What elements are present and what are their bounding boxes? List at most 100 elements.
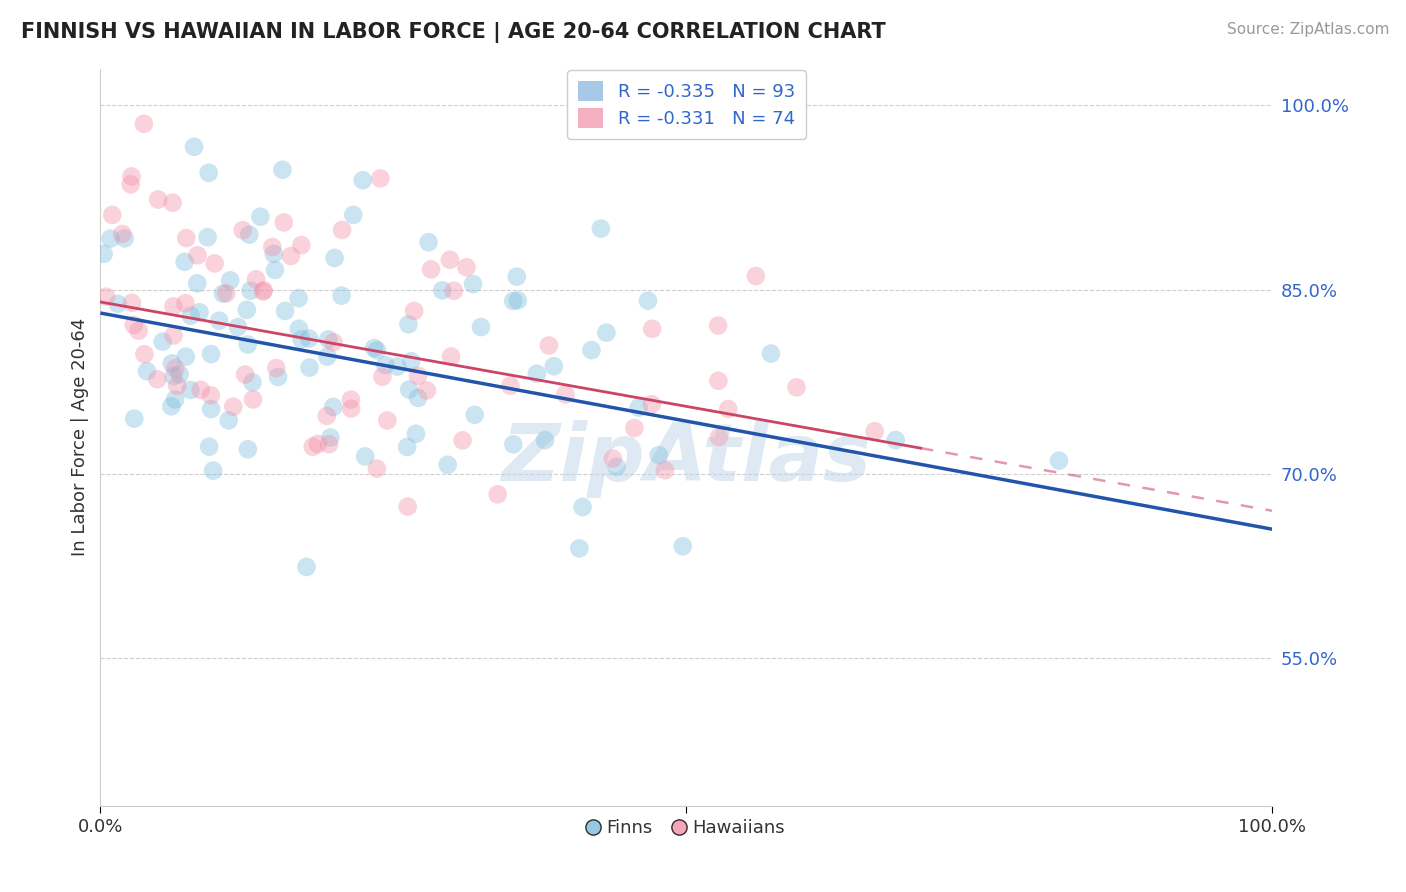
- Point: [316, 350, 339, 364]
- Point: [623, 421, 645, 435]
- Point: [242, 376, 264, 390]
- Point: [641, 397, 664, 411]
- Point: [554, 387, 576, 401]
- Point: [183, 140, 205, 154]
- Point: [440, 350, 463, 364]
- Point: [202, 464, 225, 478]
- Point: [581, 343, 603, 358]
- Point: [264, 263, 287, 277]
- Point: [627, 401, 650, 415]
- Point: [420, 262, 443, 277]
- Point: [785, 380, 807, 394]
- Point: [506, 269, 529, 284]
- Point: [252, 285, 274, 299]
- Point: [322, 400, 344, 414]
- Point: [571, 500, 593, 514]
- Point: [198, 440, 221, 454]
- Point: [273, 215, 295, 229]
- Point: [174, 350, 197, 364]
- Point: [401, 354, 423, 368]
- Point: [534, 433, 557, 447]
- Point: [416, 384, 439, 398]
- Point: [160, 356, 183, 370]
- Point: [121, 169, 143, 184]
- Point: [745, 268, 768, 283]
- Point: [396, 500, 419, 514]
- Point: [370, 171, 392, 186]
- Point: [502, 437, 524, 451]
- Point: [707, 318, 730, 333]
- Point: [307, 437, 329, 451]
- Point: [707, 374, 730, 388]
- Point: [363, 341, 385, 355]
- Point: [280, 249, 302, 263]
- Point: [174, 296, 197, 310]
- Point: [1047, 453, 1070, 467]
- Point: [120, 178, 142, 192]
- Point: [222, 400, 245, 414]
- Point: [200, 388, 222, 402]
- Point: [232, 223, 254, 237]
- Point: [456, 260, 478, 275]
- Point: [288, 322, 311, 336]
- Point: [239, 284, 262, 298]
- Point: [602, 451, 624, 466]
- Point: [371, 369, 394, 384]
- Point: [375, 413, 398, 427]
- Point: [263, 247, 285, 261]
- Point: [107, 297, 129, 311]
- Point: [366, 343, 388, 358]
- Point: [342, 208, 364, 222]
- Point: [208, 314, 231, 328]
- Point: [654, 463, 676, 477]
- Point: [352, 173, 374, 187]
- Point: [122, 318, 145, 332]
- Point: [242, 392, 264, 407]
- Point: [186, 277, 208, 291]
- Point: [366, 461, 388, 475]
- Point: [486, 487, 509, 501]
- Point: [245, 272, 267, 286]
- Point: [128, 324, 150, 338]
- Point: [323, 251, 346, 265]
- Point: [165, 392, 187, 407]
- Point: [315, 409, 337, 423]
- Point: [301, 440, 323, 454]
- Point: [398, 318, 420, 332]
- Point: [406, 391, 429, 405]
- Point: [197, 166, 219, 180]
- Point: [707, 430, 730, 444]
- Point: [166, 378, 188, 392]
- Point: [451, 434, 474, 448]
- Point: [404, 304, 426, 318]
- Text: Source: ZipAtlas.com: Source: ZipAtlas.com: [1226, 22, 1389, 37]
- Point: [186, 248, 208, 262]
- Y-axis label: In Labor Force | Age 20-64: In Labor Force | Age 20-64: [72, 318, 89, 557]
- Point: [354, 450, 377, 464]
- Point: [464, 408, 486, 422]
- Point: [290, 332, 312, 346]
- Point: [238, 227, 260, 242]
- Point: [526, 367, 548, 381]
- Point: [101, 208, 124, 222]
- Point: [188, 305, 211, 319]
- Point: [499, 378, 522, 392]
- Point: [190, 383, 212, 397]
- Point: [236, 337, 259, 351]
- Point: [132, 117, 155, 131]
- Point: [169, 368, 191, 382]
- Point: [418, 235, 440, 250]
- Point: [96, 290, 118, 304]
- Point: [93, 247, 115, 261]
- Point: [432, 284, 454, 298]
- Point: [152, 334, 174, 349]
- Point: [236, 442, 259, 457]
- Point: [267, 370, 290, 384]
- Point: [253, 284, 276, 298]
- Point: [179, 383, 201, 397]
- Point: [160, 399, 183, 413]
- Point: [122, 411, 145, 425]
- Point: [884, 433, 907, 447]
- Point: [405, 426, 427, 441]
- Point: [318, 437, 340, 451]
